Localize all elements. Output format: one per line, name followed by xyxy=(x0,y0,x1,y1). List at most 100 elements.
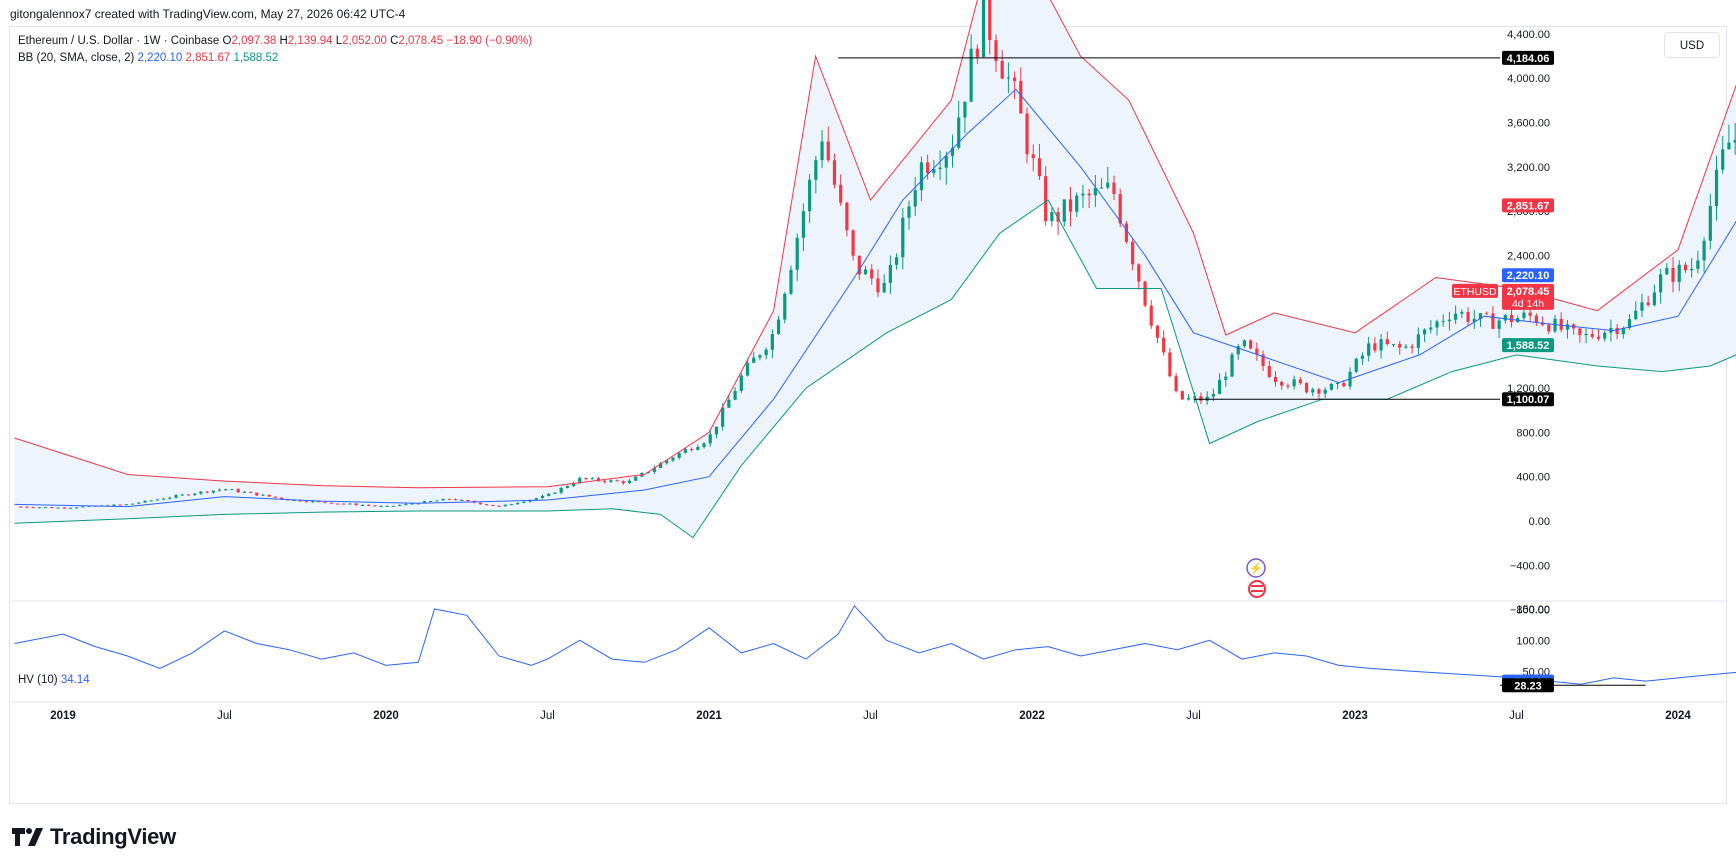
candle-body xyxy=(280,497,284,500)
candle-body xyxy=(1044,176,1048,222)
candle-body xyxy=(180,494,184,496)
candle-body xyxy=(478,502,483,505)
hv-line xyxy=(14,605,1736,685)
candle-body xyxy=(304,501,309,503)
candle-body xyxy=(857,255,861,275)
candle-body xyxy=(1006,77,1010,79)
candle-body xyxy=(255,492,259,496)
candle-body xyxy=(491,504,495,506)
candle-body xyxy=(174,495,178,498)
candle-body xyxy=(547,493,551,496)
candle-body xyxy=(1373,343,1377,351)
candle-body xyxy=(1665,267,1669,275)
candle-body xyxy=(1336,382,1340,384)
candle-body xyxy=(696,446,700,451)
candle-body xyxy=(453,499,458,501)
candle-body xyxy=(627,480,632,484)
bollinger-upper-line xyxy=(14,0,1736,489)
candle-body xyxy=(1093,188,1097,196)
candle-body xyxy=(1199,396,1203,401)
candle-body xyxy=(714,426,719,435)
candle-body xyxy=(118,504,122,506)
y-axis-tick-label: 800.00 xyxy=(1516,427,1550,439)
candle-body xyxy=(1404,346,1408,348)
candle-body xyxy=(1124,223,1129,242)
level-price-label: 4,184.06 xyxy=(1507,53,1550,65)
candle-body xyxy=(540,495,545,499)
candle-body xyxy=(733,390,737,400)
candle-body xyxy=(230,489,234,491)
candle-body xyxy=(1733,139,1736,143)
candle-body xyxy=(217,489,222,491)
candle-body xyxy=(1367,343,1371,356)
candle-body xyxy=(534,498,538,500)
candle-body xyxy=(1087,193,1091,196)
candle-body xyxy=(1149,305,1153,326)
candle-body xyxy=(1205,396,1209,401)
candle-body xyxy=(1547,324,1551,332)
candle-body xyxy=(932,169,936,174)
candle-body xyxy=(1422,329,1427,335)
candle-body xyxy=(944,155,948,168)
candle-body xyxy=(981,0,986,57)
level-price-tag xyxy=(1502,50,1554,65)
candle-body xyxy=(1261,354,1265,366)
candle-body xyxy=(919,162,924,191)
hv-axis-tick-label: 100.00 xyxy=(1516,635,1550,647)
candle-body xyxy=(832,160,837,185)
hv-name[interactable]: HV (10) xyxy=(18,674,58,686)
candle-body xyxy=(1534,315,1538,323)
candle-body xyxy=(56,507,60,509)
candle-body xyxy=(360,504,364,506)
candle-body xyxy=(1081,193,1085,196)
candle-body xyxy=(298,500,302,502)
bb-legend: BB (20, SMA, close, 2) 2,220.10 2,851.67… xyxy=(18,52,278,64)
lightning-event-icon xyxy=(1246,558,1266,578)
us-flag-event-icon xyxy=(1248,580,1266,598)
candle-body xyxy=(1137,264,1141,282)
candle-body xyxy=(373,505,377,507)
candle-body xyxy=(727,399,731,408)
flag-stripe xyxy=(1251,590,1263,592)
currency-button[interactable]: USD xyxy=(1664,32,1720,58)
candle-body xyxy=(1013,77,1017,81)
candle-body xyxy=(1385,339,1389,345)
candle-body xyxy=(739,375,743,391)
bb-name[interactable]: BB (20, SMA, close, 2) xyxy=(18,52,135,64)
candle-body xyxy=(68,507,73,509)
candle-body xyxy=(485,504,489,506)
candle-body xyxy=(1112,182,1116,195)
candle-body xyxy=(311,501,315,503)
tradingview-logo: TradingView xyxy=(12,824,176,850)
candle-body xyxy=(385,505,389,507)
candle-body xyxy=(379,505,383,507)
candle-body xyxy=(801,211,806,238)
candle-body xyxy=(615,480,619,482)
bb-lower-value: 1,588.52 xyxy=(233,52,279,64)
candle-body xyxy=(1627,319,1632,329)
symbol-label[interactable]: Ethereum / U.S. Dollar · 1W · Coinbase xyxy=(18,35,220,47)
indicator-price-tag xyxy=(1502,338,1554,353)
candle-body xyxy=(1509,314,1514,323)
candle-body xyxy=(1485,313,1489,315)
candle-body xyxy=(44,507,48,509)
candle-body xyxy=(1702,240,1706,261)
candle-body xyxy=(721,407,725,427)
change-value: −18.90 (−0.90%) xyxy=(446,35,533,47)
candle-body xyxy=(1037,158,1042,177)
candle-body xyxy=(130,503,135,505)
y-axis-tick-label: −800.00 xyxy=(1510,605,1550,617)
candle-body xyxy=(1106,182,1110,188)
candle-body xyxy=(553,492,557,494)
candle-body xyxy=(435,500,439,502)
y-axis-tick-label: 3,200.00 xyxy=(1507,162,1550,174)
candle-body xyxy=(764,349,768,356)
open-value: 2,097.38 xyxy=(231,35,277,47)
candle-body xyxy=(1683,264,1688,271)
candle-body xyxy=(584,477,588,480)
candle-body xyxy=(677,452,681,458)
low-label: L xyxy=(335,35,343,47)
indicator-price-tag xyxy=(1502,268,1554,283)
candle-body xyxy=(1435,321,1439,328)
